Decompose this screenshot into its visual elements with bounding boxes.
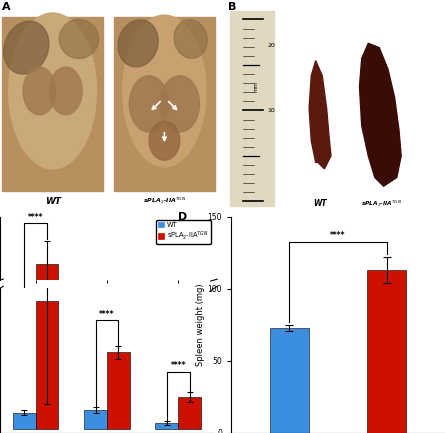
Ellipse shape (149, 121, 180, 160)
Y-axis label: Spleen weight (mg): Spleen weight (mg) (196, 284, 205, 366)
Bar (155, 370, 178, 371)
Bar (270, 328, 309, 433)
Bar (178, 365, 201, 371)
Text: ****: **** (99, 310, 115, 319)
Ellipse shape (129, 76, 169, 132)
Text: ****: **** (170, 361, 186, 370)
Bar (155, 423, 178, 429)
Text: ****: **** (28, 213, 44, 222)
Text: B: B (228, 2, 236, 12)
Ellipse shape (123, 15, 206, 167)
Ellipse shape (118, 20, 158, 67)
Bar (2, 17, 103, 191)
Text: mm: mm (254, 81, 259, 92)
Text: 10: 10 (267, 108, 275, 113)
Bar (230, 11, 274, 206)
Text: WT: WT (313, 199, 327, 208)
Ellipse shape (4, 21, 49, 74)
Bar (178, 397, 201, 429)
Bar (84, 368, 107, 371)
Bar (36, 301, 58, 429)
Ellipse shape (160, 76, 199, 132)
Bar (13, 368, 36, 371)
Ellipse shape (23, 67, 56, 115)
Ellipse shape (49, 67, 82, 115)
Text: A: A (2, 2, 11, 12)
Text: sPLA$_2$-IIA$^{TGN}$: sPLA$_2$-IIA$^{TGN}$ (361, 199, 402, 210)
Legend: WT, sPLA$_2$-IIA$^{TGN}$: WT, sPLA$_2$-IIA$^{TGN}$ (156, 220, 210, 244)
Bar (84, 410, 107, 429)
Polygon shape (309, 61, 331, 169)
Bar (107, 357, 130, 371)
Bar (13, 413, 36, 429)
Bar (114, 17, 215, 191)
Polygon shape (360, 43, 401, 186)
Ellipse shape (59, 19, 99, 58)
Text: 20: 20 (267, 43, 275, 48)
Bar (36, 264, 58, 371)
Bar (107, 352, 130, 429)
Bar (367, 270, 406, 433)
Ellipse shape (9, 13, 97, 169)
Text: D: D (178, 212, 187, 222)
Bar (36, 348, 58, 371)
Text: ****: **** (330, 231, 346, 239)
Ellipse shape (174, 19, 207, 58)
Text: sPLA$_2$-IIA$^{TGN}$: sPLA$_2$-IIA$^{TGN}$ (143, 195, 186, 206)
Text: WT: WT (44, 197, 61, 206)
